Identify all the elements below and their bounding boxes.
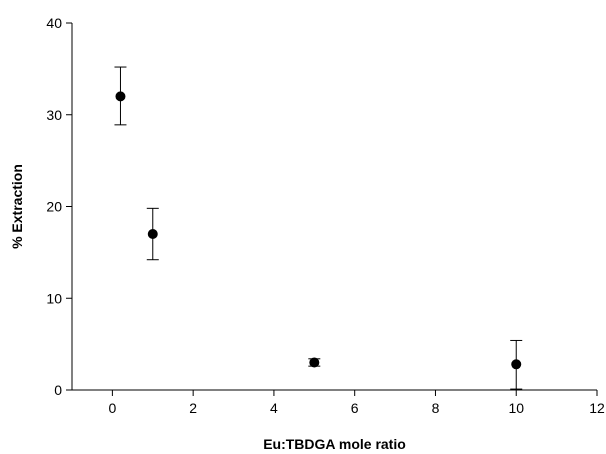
x-axis-label: Eu:TBDGA mole ratio <box>263 436 406 452</box>
x-tick-label: 0 <box>108 400 116 416</box>
y-tick-label: 0 <box>54 382 62 398</box>
data-point <box>511 359 522 370</box>
y-tick-label: 40 <box>46 15 62 31</box>
y-tick-label: 10 <box>46 290 62 306</box>
data-point <box>309 357 320 368</box>
x-tick-label: 8 <box>432 400 440 416</box>
data-point <box>115 91 126 102</box>
x-tick-label: 10 <box>508 400 524 416</box>
y-tick-label: 20 <box>46 199 62 215</box>
x-tick-label: 6 <box>351 400 359 416</box>
y-axis-ticks: 0 10 20 30 40 <box>46 15 72 398</box>
x-tick-label: 4 <box>270 400 278 416</box>
axes <box>71 23 597 391</box>
x-tick-label: 12 <box>589 400 605 416</box>
data-point <box>147 229 158 240</box>
x-axis-ticks: 0 2 4 6 8 10 12 <box>108 390 605 416</box>
y-axis-label: % Extraction <box>9 164 25 249</box>
x-tick-label: 2 <box>189 400 197 416</box>
y-tick-label: 30 <box>46 107 62 123</box>
data-points <box>114 66 523 390</box>
